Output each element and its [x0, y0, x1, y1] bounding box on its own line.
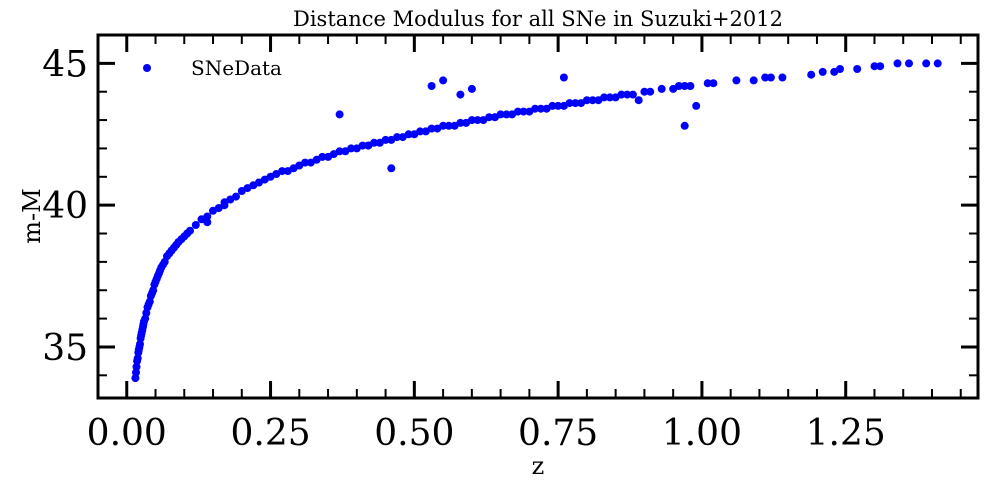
data-point [502, 110, 511, 119]
y-axis-label: m-M [18, 188, 46, 243]
data-point [674, 82, 683, 90]
data-point [554, 101, 563, 110]
x-tick-label: 0.25 [230, 413, 310, 454]
x-axis-label: z [532, 452, 545, 480]
plot-frame [96, 33, 980, 400]
y-tick-label: 35 [42, 328, 88, 369]
data-point [335, 147, 344, 156]
data-point [680, 82, 689, 90]
data-point [404, 130, 413, 139]
data-point [807, 70, 816, 79]
x-tick-label: 0.50 [374, 413, 454, 454]
data-point [870, 62, 879, 71]
data-point [358, 141, 367, 150]
data-point [467, 84, 476, 93]
data-point [427, 82, 436, 90]
x-tick-label: 0.75 [518, 413, 598, 454]
data-point [485, 113, 494, 122]
data-point [203, 212, 212, 221]
legend-marker [143, 64, 151, 72]
data-point [513, 107, 522, 116]
data-point [853, 65, 862, 73]
data-point [623, 90, 632, 99]
points-layer [131, 59, 942, 383]
data-point [456, 118, 465, 127]
data-point [278, 167, 287, 176]
data-point [467, 116, 476, 125]
data-point [933, 59, 942, 68]
data-point [657, 84, 666, 93]
data-point [439, 76, 448, 85]
data-point [680, 121, 689, 130]
legend-label: SNeData [191, 56, 282, 80]
data-point [565, 99, 574, 108]
data-point [617, 90, 626, 99]
data-point [387, 164, 396, 173]
x-tick-label: 0.00 [87, 413, 167, 454]
data-point [646, 87, 655, 96]
data-point [347, 144, 356, 153]
data-point [364, 141, 373, 150]
data-point [456, 90, 465, 99]
data-point [686, 82, 695, 90]
data-point [749, 76, 758, 85]
data-point [582, 96, 591, 105]
data-point [416, 127, 425, 136]
data-point [766, 73, 775, 82]
data-point [519, 107, 528, 116]
data-point [232, 192, 240, 201]
data-point [640, 87, 649, 96]
data-point [709, 79, 718, 88]
data-point [571, 99, 580, 108]
data-point [692, 101, 701, 110]
data-point [381, 135, 390, 144]
data-point [761, 73, 770, 82]
data-point [536, 104, 545, 113]
data-point [905, 59, 913, 68]
data-point [220, 201, 229, 210]
data-point [732, 76, 741, 85]
data-point [301, 158, 310, 167]
data-point [634, 96, 643, 105]
data-point [203, 218, 212, 227]
data-point [318, 152, 327, 161]
data-point [559, 73, 568, 82]
data-point [703, 79, 712, 88]
data-point [628, 90, 637, 99]
x-tick-label: 1.25 [806, 413, 886, 454]
data-point [605, 93, 614, 102]
data-point [600, 93, 609, 102]
legend: SNeData [143, 56, 282, 80]
data-point [393, 133, 402, 142]
data-point [548, 101, 557, 110]
data-point [186, 226, 194, 235]
data-point [836, 65, 844, 73]
data-point [473, 116, 482, 125]
x-tick-label: 1.00 [662, 413, 742, 454]
y-tick-label: 45 [42, 44, 88, 85]
data-point [427, 124, 436, 133]
data-point [778, 73, 787, 82]
data-point [588, 96, 597, 105]
data-point [444, 121, 453, 130]
ticks-layer: 0.00 0.25 0.50 0.75 1.00 1.25 35 40 45 [42, 34, 978, 454]
data-point [531, 104, 540, 113]
data-point [818, 67, 827, 76]
chart-title: Distance Modulus for all SNe in Suzuki+2… [293, 7, 783, 31]
y-tick-label: 40 [42, 186, 88, 227]
data-point [191, 221, 200, 229]
data-point [893, 59, 902, 68]
data-point [439, 121, 448, 130]
data-point [335, 110, 344, 119]
data-point [490, 113, 499, 122]
data-point [876, 62, 885, 71]
data-point [922, 59, 931, 68]
